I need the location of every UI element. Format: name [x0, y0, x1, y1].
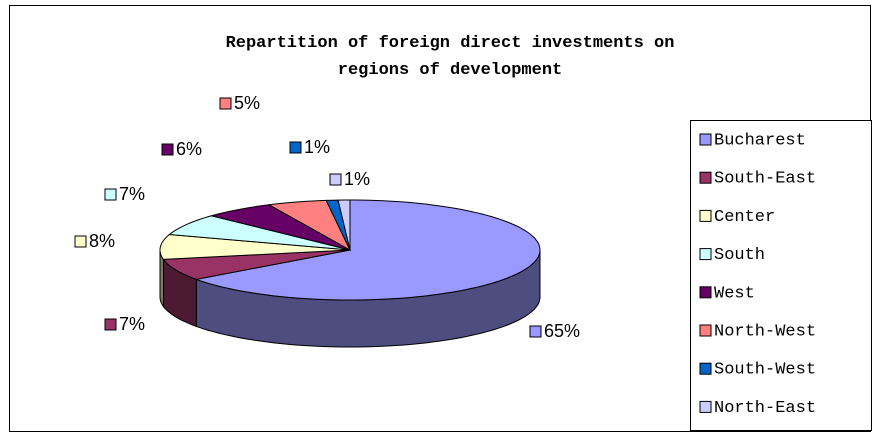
slice	[267, 199, 352, 252]
data-label: 8%	[89, 231, 115, 251]
label-swatch	[289, 141, 302, 154]
data-label: 5%	[234, 93, 260, 113]
label-swatch	[329, 173, 342, 186]
legend-box	[690, 120, 872, 431]
legend-swatch	[699, 209, 712, 222]
legend-label: North-East	[714, 399, 816, 418]
data-label: 6%	[176, 139, 202, 159]
slice	[159, 233, 351, 260]
slice	[194, 199, 541, 301]
legend-swatch	[699, 400, 712, 413]
legend-label: North-West	[714, 322, 816, 341]
legend-label: Center	[714, 208, 775, 227]
slice	[209, 204, 351, 251]
label-swatch	[74, 235, 87, 248]
label-swatch	[219, 97, 232, 110]
legend-swatch	[699, 133, 712, 146]
legend-swatch	[699, 248, 712, 261]
slice	[337, 199, 351, 251]
data-label: 7%	[119, 314, 145, 334]
label-swatch	[529, 325, 542, 338]
legend-swatch	[699, 362, 712, 375]
legend-label: Bucharest	[714, 131, 806, 150]
legend-swatch	[699, 324, 712, 337]
legend-label: West	[714, 284, 755, 303]
label-swatch	[161, 143, 174, 156]
data-label: 1%	[304, 137, 330, 157]
chart-title: Repartition of foreign direct investment…	[225, 34, 675, 80]
data-label: 65%	[544, 321, 580, 341]
data-label: 1%	[344, 169, 370, 189]
legend-swatch	[699, 286, 712, 299]
label-swatch	[104, 318, 117, 331]
data-label: 7%	[119, 184, 145, 204]
legend-label: South-East	[714, 170, 816, 189]
legend-label: South-West	[714, 361, 816, 380]
legend-swatch	[699, 171, 712, 184]
label-swatch	[104, 188, 117, 201]
legend-label: South	[714, 246, 765, 265]
slice	[167, 215, 351, 251]
